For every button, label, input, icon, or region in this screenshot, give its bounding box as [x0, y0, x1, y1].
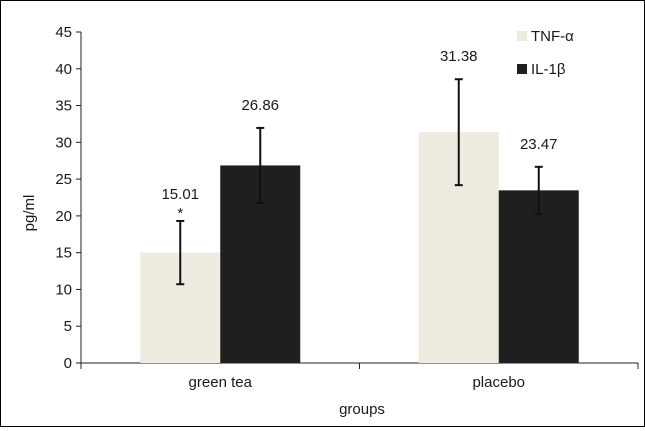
x-axis: green tea placebo [80, 362, 639, 391]
y-tick-label: 20 [55, 208, 72, 225]
y-tick-label: 40 [55, 61, 72, 78]
y-tick-label: 30 [55, 134, 72, 151]
y-tick-label: 15 [55, 245, 72, 262]
data-label: 31.38 [440, 48, 478, 65]
data-label: 15.01 [161, 186, 199, 203]
data-label: 26.86 [241, 97, 279, 114]
y-tick-label: 35 [55, 98, 72, 115]
y-tick-label: 45 [55, 24, 72, 41]
bar [498, 190, 579, 363]
y-axis-title: pg/ml [21, 195, 38, 232]
x-tick-label: green tea [189, 374, 253, 391]
data-label: 23.47 [520, 136, 558, 153]
y-tick-label: 5 [64, 318, 72, 335]
legend-swatch-il1 [517, 64, 527, 74]
bars [140, 132, 579, 363]
significance-marker: * [177, 205, 183, 222]
x-axis-title: groups [339, 401, 385, 418]
legend-swatch-tnf [517, 31, 527, 41]
legend-label-il1: IL-1β [531, 61, 566, 78]
error-bars [176, 78, 543, 286]
legend-label-tnf: TNF-α [531, 28, 574, 45]
y-tick-label: 0 [64, 355, 72, 372]
y-axis: 0 5 10 15 20 25 30 35 40 45 [55, 24, 82, 372]
value-labels: * 15.01 26.86 31.38 23.47 [161, 48, 557, 222]
x-tick-label: placebo [472, 374, 525, 391]
y-tick-label: 10 [55, 281, 72, 298]
y-tick-label: 25 [55, 171, 72, 188]
legend: TNF-α IL-1β [517, 28, 574, 78]
